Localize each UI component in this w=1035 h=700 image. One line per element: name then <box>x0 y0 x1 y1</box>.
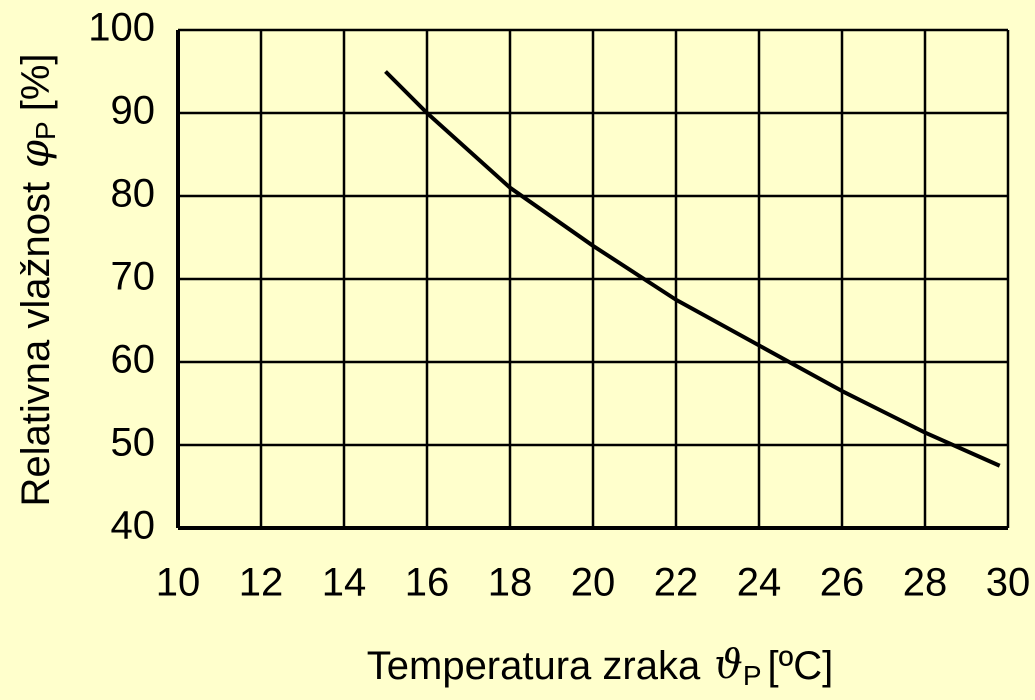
x-tick-label: 18 <box>488 561 533 605</box>
x-label-text: Temperatura zraka <box>367 644 701 688</box>
x-tick-label: 20 <box>571 561 616 605</box>
y-label-symbol: φ <box>12 140 58 168</box>
x-label-subscript: P <box>743 660 762 691</box>
x-tick-label: 30 <box>986 561 1031 605</box>
y-label-subscript: P <box>30 121 61 140</box>
y-tick-label: 100 <box>88 6 155 50</box>
y-tick-label: 80 <box>111 172 156 216</box>
x-tick-label: 14 <box>322 561 367 605</box>
x-tick-label: 12 <box>239 561 284 605</box>
y-tick-label: 70 <box>111 255 156 299</box>
x-tick-label: 24 <box>737 561 782 605</box>
y-axis-label: Relativna vlažnost φP [%] <box>12 53 61 506</box>
x-tick-label: 26 <box>820 561 865 605</box>
x-label-symbol: ϑ <box>714 642 743 688</box>
y-tick-label: 40 <box>111 504 156 548</box>
y-label-text: Relativna vlažnost <box>14 182 58 507</box>
x-tick-label: 16 <box>405 561 450 605</box>
x-tick-label: 28 <box>903 561 948 605</box>
x-tick-label: 22 <box>654 561 699 605</box>
x-tick-label: 10 <box>156 561 201 605</box>
data-line <box>384 70 1001 468</box>
y-tick-label: 90 <box>111 89 156 133</box>
x-label-unit: [ºC] <box>768 644 834 688</box>
y-label-unit: [%] <box>14 53 58 111</box>
y-tick-label: 50 <box>111 421 156 465</box>
x-axis-label: Temperatura zraka ϑP [ºC] <box>367 642 834 691</box>
y-tick-label: 60 <box>111 338 156 382</box>
